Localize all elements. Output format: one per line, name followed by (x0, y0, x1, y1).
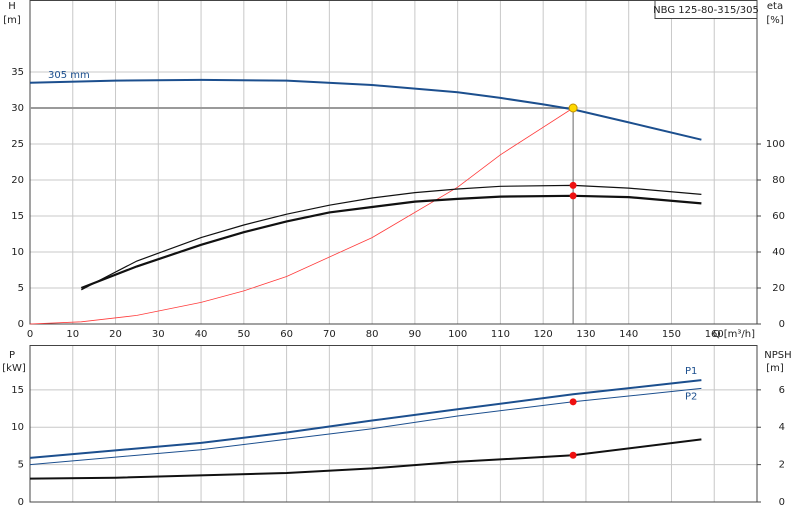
curve (29, 438, 702, 480)
y-axis-label: H (8, 1, 16, 12)
y-tick-label: 10 (11, 247, 24, 258)
plot-frame (29, 0, 758, 325)
y2-axis-label: eta (767, 1, 783, 12)
x-tick-label: 40 (195, 329, 208, 340)
y2-axis-unit: [m] (766, 363, 784, 374)
y-tick-label: 35 (11, 67, 24, 78)
x-tick-label: 100 (448, 329, 467, 340)
duty-point (568, 103, 578, 113)
x-tick-label: 20 (109, 329, 122, 340)
y2-tick-label: 6 (779, 385, 785, 396)
y2-tick-label: 2 (779, 460, 785, 471)
y2-axis-unit: [%] (766, 15, 783, 26)
y-axis-label: P (9, 350, 15, 361)
curve (80, 194, 702, 290)
curve (29, 387, 702, 466)
duty-marker (569, 192, 577, 200)
x-tick-label: 90 (409, 329, 422, 340)
x-tick-label: 110 (491, 329, 510, 340)
y-tick-label: 5 (18, 283, 24, 294)
chart-title: NBG 125-80-315/305 (653, 5, 759, 16)
y-tick-label: 0 (18, 497, 24, 508)
x-tick-label: 130 (576, 329, 595, 340)
y-tick-label: 5 (18, 460, 24, 471)
y-tick-label: 25 (11, 139, 24, 150)
x-tick-label: 160 (705, 329, 724, 340)
series-label: P1 (685, 366, 697, 377)
x-tick-label: 60 (280, 329, 293, 340)
x-tick-label: 80 (366, 329, 379, 340)
x-axis-label: Q [m³/h] (713, 329, 755, 340)
curve (29, 78, 702, 141)
x-tick-label: 30 (152, 329, 165, 340)
duty-marker (569, 451, 577, 459)
y-tick-label: 20 (11, 175, 24, 186)
x-tick-label: 140 (619, 329, 638, 340)
duty-marker (569, 398, 577, 406)
x-tick-label: 10 (66, 329, 79, 340)
x-tick-label: 50 (237, 329, 250, 340)
plot-frame (29, 345, 758, 503)
y-axis-unit: [m] (3, 15, 21, 26)
curve (81, 184, 702, 291)
y2-tick-label: 0 (779, 497, 785, 508)
y-tick-label: 15 (11, 211, 24, 222)
x-tick-label: 70 (323, 329, 336, 340)
y-axis-unit: [kW] (2, 363, 26, 374)
y2-tick-label: 60 (772, 211, 785, 222)
y-tick-label: 0 (18, 319, 24, 330)
x-tick-label: 150 (662, 329, 681, 340)
y2-tick-label: 80 (772, 175, 785, 186)
duty-marker (569, 181, 577, 189)
y-tick-label: 30 (11, 103, 24, 114)
y2-tick-label: 0 (779, 319, 785, 330)
x-tick-label: 0 (27, 329, 33, 340)
curve (29, 107, 574, 325)
y2-tick-label: 40 (772, 247, 785, 258)
y2-tick-label: 4 (779, 422, 785, 433)
y2-tick-label: 20 (772, 283, 785, 294)
curve (29, 379, 702, 459)
title-box (654, 0, 758, 19)
y2-axis-label: NPSH (764, 350, 791, 361)
x-tick-label: 120 (534, 329, 553, 340)
series-label: P2 (685, 391, 697, 402)
y-tick-label: 10 (11, 422, 24, 433)
y2-tick-label: 100 (766, 139, 785, 150)
series-label: 305 mm (48, 70, 90, 81)
y-tick-label: 15 (11, 385, 24, 396)
